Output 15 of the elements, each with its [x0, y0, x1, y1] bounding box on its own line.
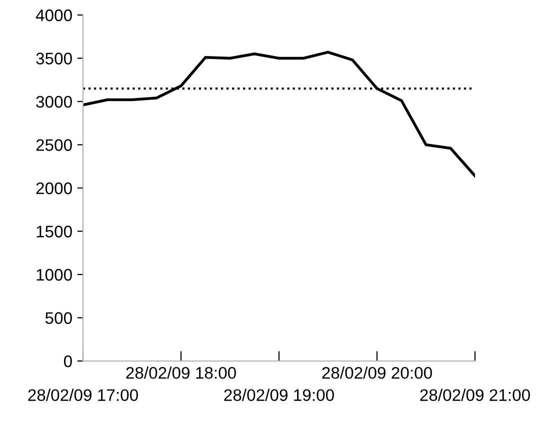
y-tick-label: 3500 — [36, 52, 72, 64]
x-tick-label: 28/02/09 21:00 — [420, 388, 530, 402]
x-tick-label: 28/02/09 18:00 — [126, 366, 236, 379]
y-tick-label: 1500 — [36, 226, 72, 238]
line-series — [83, 50, 475, 178]
y-tick-label: 4000 — [36, 9, 72, 22]
y-tick-label: 1000 — [36, 268, 72, 281]
y-tick-label: 2000 — [36, 182, 72, 194]
y-tick-label: 2500 — [36, 139, 72, 151]
y-tick-label: 0 — [64, 355, 72, 368]
y-tick-label: 500 — [45, 312, 72, 324]
x-tick-label: 28/02/09 19:00 — [224, 388, 334, 402]
x-tick-label: 28/02/09 17:00 — [28, 388, 138, 402]
y-tick-label: 3000 — [36, 96, 72, 108]
x-tick-label: 28/02/09 20:00 — [322, 366, 432, 379]
